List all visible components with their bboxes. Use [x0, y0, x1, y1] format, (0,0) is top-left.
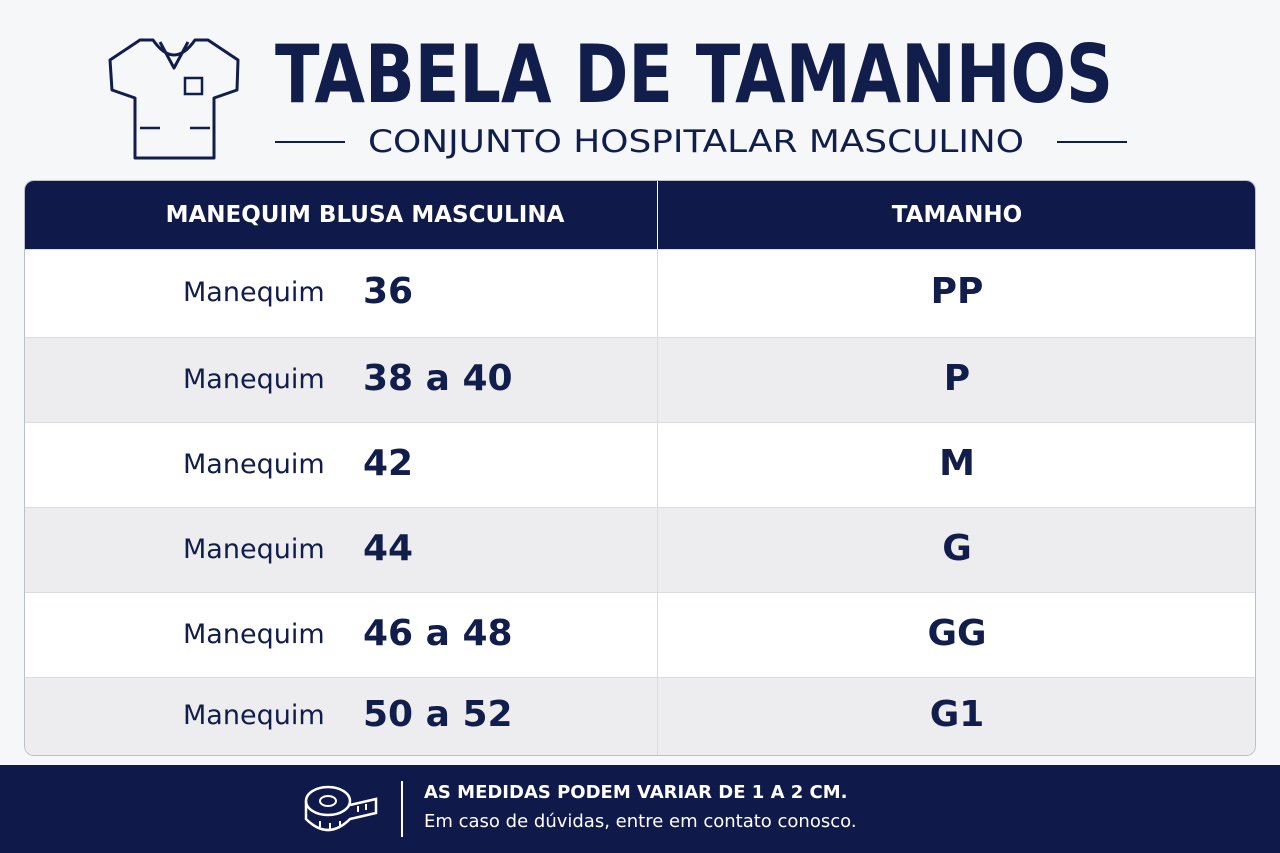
cell-divider [25, 678, 658, 755]
row-prefix: Manequim [183, 448, 325, 480]
table-row: Manequim 44 G [25, 507, 1255, 593]
row-range: 42 [363, 442, 414, 484]
row-size: PP [930, 271, 984, 312]
row-range: 46 a 48 [363, 612, 513, 654]
header: TABELA DE TAMANHOS CONJUNTO HOSPITALAR M… [108, 28, 1127, 160]
row-prefix: Manequim [183, 277, 325, 308]
cell-divider [25, 423, 658, 508]
column-header: MANEQUIM BLUSA MASCULINA [25, 181, 658, 249]
subtitle: CONJUNTO HOSPITALAR MASCULINO [368, 124, 1024, 160]
row-size: G1 [929, 694, 985, 735]
column-header: TAMANHO [658, 181, 1255, 249]
cell-divider [25, 250, 658, 338]
column-header-text: MANEQUIM BLUSA MASCULINA [165, 202, 565, 228]
cell-divider [25, 593, 658, 678]
table-row: Manequim 38 a 40 P [25, 337, 1255, 423]
shirt-icon [108, 38, 240, 160]
table-row: Manequim 50 a 52 G1 [25, 677, 1255, 755]
row-range: 50 a 52 [363, 694, 513, 735]
row-range: 36 [363, 271, 414, 312]
footer-note: AS MEDIDAS PODEM VARIAR DE 1 A 2 CM. [424, 782, 848, 803]
row-size: P [943, 357, 971, 399]
title: TABELA DE TAMANHOS [275, 28, 1113, 121]
footer-text: Em caso de dúvidas, entre em contato con… [424, 811, 857, 832]
table-row: Manequim 46 a 48 GG [25, 592, 1255, 678]
table-row: Manequim 42 M [25, 422, 1255, 508]
cell-divider [25, 338, 658, 423]
row-size: G [942, 527, 972, 569]
divider [401, 781, 403, 837]
cell-divider [25, 508, 658, 593]
row-prefix: Manequim [183, 618, 325, 650]
size-table: MANEQUIM BLUSA MASCULINA TAMANHO Manequi… [24, 180, 1256, 756]
row-prefix: Manequim [183, 700, 325, 731]
shirt-detail [140, 76, 210, 130]
footer: AS MEDIDAS PODEM VARIAR DE 1 A 2 CM. Em … [0, 765, 1280, 853]
row-prefix: Manequim [183, 533, 325, 565]
table-row: Manequim 36 PP [25, 249, 1255, 338]
row-range: 38 a 40 [363, 357, 513, 399]
row-prefix: Manequim [183, 363, 325, 395]
row-range: 44 [363, 527, 414, 569]
row-size: GG [927, 612, 987, 654]
tape-icon [304, 785, 378, 832]
row-size: M [939, 442, 975, 484]
